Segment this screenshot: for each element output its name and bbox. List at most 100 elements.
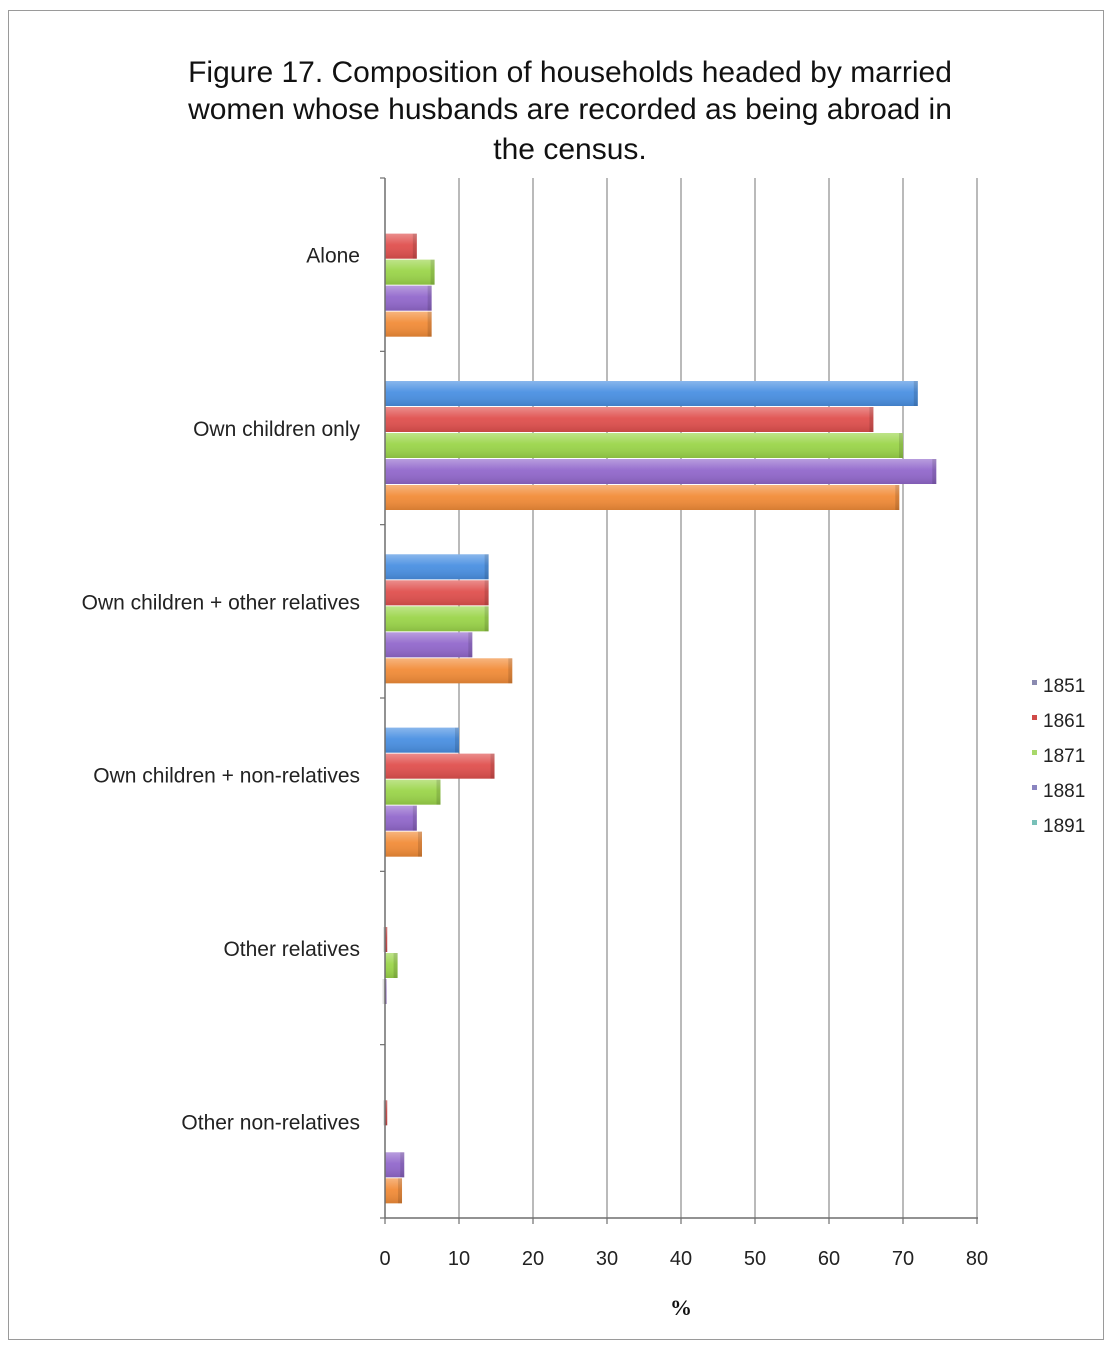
- legend-item-1891: 1891: [1032, 816, 1085, 837]
- legend-item-1861: 1861: [1032, 711, 1085, 732]
- bar-shade: [385, 459, 937, 484]
- bar-1861-3: [385, 753, 495, 779]
- legend-item-1851: 1851: [1032, 676, 1085, 697]
- category-label: Alone: [306, 245, 360, 268]
- bar-1871-4: [385, 953, 398, 978]
- legend-item-1881: 1881: [1032, 781, 1085, 802]
- x-tick-label: 0: [379, 1248, 390, 1270]
- chart-title-line: women whose husbands are recorded as bei…: [187, 93, 952, 126]
- bar-end-cap: [899, 433, 903, 458]
- bar-end-cap: [427, 285, 432, 311]
- bar-end-cap: [869, 407, 874, 432]
- x-tick-label: 80: [966, 1248, 988, 1270]
- bar-shade: [385, 285, 432, 311]
- bar-end-cap: [430, 259, 435, 285]
- bar-end-cap: [484, 580, 489, 606]
- bar-1861-1: [385, 407, 874, 432]
- bar-shade: [385, 953, 398, 978]
- legend-label: 1891: [1043, 816, 1085, 837]
- bar-1881-1: [385, 459, 937, 484]
- bar-1881-5: [385, 1152, 405, 1178]
- bar-shade: [385, 381, 918, 406]
- legend-swatch: [1032, 715, 1037, 720]
- bar-1881-0: [385, 285, 432, 311]
- bar-shade: [385, 927, 388, 952]
- bar-end-cap: [412, 233, 417, 259]
- bar-shade: [385, 805, 417, 831]
- bar-1881-2: [385, 632, 473, 658]
- category-label: Own children only: [193, 418, 360, 441]
- bar-1881-3: [385, 805, 417, 831]
- category-label: Own children + other relatives: [82, 591, 360, 614]
- chart-title-line: the census.: [493, 133, 646, 166]
- x-tick-label: 60: [818, 1248, 840, 1270]
- bar-end-cap: [932, 459, 937, 484]
- bar-end-cap: [398, 1178, 403, 1204]
- bar-1891-2: [385, 658, 513, 684]
- x-tick-label: 20: [522, 1248, 544, 1270]
- category-labels: Alone Own children only Own children + oth…: [82, 245, 361, 1135]
- bar-1851-1: [385, 381, 918, 406]
- bar-shade: [385, 1178, 403, 1204]
- bar-1891-1: [385, 485, 900, 510]
- bar-end-cap: [455, 727, 459, 753]
- bars: [382, 233, 937, 1204]
- bar-1851-2: [385, 554, 489, 580]
- category-label: Own children + non-relatives: [93, 765, 360, 788]
- bar-1871-2: [385, 606, 489, 632]
- bar-shade: [385, 433, 903, 458]
- bar-shade: [385, 831, 422, 857]
- bar-shade: [385, 407, 874, 432]
- bar-1851-3: [385, 727, 459, 753]
- x-axis-label-group: %: [670, 1295, 692, 1320]
- bar-shade: [385, 632, 473, 658]
- legend-item-1871: 1871: [1032, 746, 1085, 767]
- x-tick-label: 40: [670, 1248, 692, 1270]
- bar-end-cap: [412, 805, 417, 831]
- bar-end-cap: [484, 606, 489, 632]
- bar-1871-1: [385, 433, 903, 458]
- bar-end-cap: [508, 658, 513, 684]
- category-label: Other relatives: [223, 938, 360, 961]
- bar-1871-3: [385, 779, 441, 805]
- bar-shade: [385, 311, 432, 337]
- chart-title-line: Figure 17. Composition of households hea…: [188, 56, 952, 89]
- bar-end-cap: [427, 311, 432, 337]
- x-tick-labels: 0 10 20 30 40 50 60 70 80: [379, 1248, 988, 1270]
- bar-1891-0: [385, 311, 432, 337]
- legend-label: 1861: [1043, 711, 1085, 732]
- gridlines: [458, 178, 978, 1218]
- bar-shade: [385, 259, 435, 285]
- bar-shade: [385, 1100, 388, 1126]
- legend-label: 1881: [1043, 781, 1085, 802]
- bar-1891-5: [385, 1178, 403, 1204]
- legend-label: 1851: [1043, 676, 1085, 697]
- x-tick-label: 70: [892, 1248, 914, 1270]
- bar-shade: [385, 779, 441, 805]
- bar-end-cap: [468, 632, 473, 658]
- legend-swatch: [1032, 820, 1037, 825]
- bar-shade: [385, 658, 513, 684]
- bar-end-cap: [418, 831, 422, 857]
- chart-title: Figure 17. Composition of households hea…: [187, 56, 952, 166]
- category-label: Other non-relatives: [181, 1111, 360, 1134]
- chart-frame: [8, 10, 1104, 1340]
- bar-end-cap: [913, 381, 918, 406]
- bar-end-cap: [393, 953, 398, 978]
- bar-1871-0: [385, 259, 435, 285]
- axes: [380, 177, 978, 1224]
- bar-end-cap: [400, 1152, 405, 1178]
- legend-swatch: [1032, 785, 1037, 790]
- bar-shade: [385, 1152, 405, 1178]
- x-axis-label: %: [670, 1295, 692, 1320]
- bar-end-cap: [895, 485, 900, 510]
- bar-shade: [385, 606, 489, 632]
- bar-shade: [385, 727, 459, 753]
- x-tick-label: 30: [596, 1248, 618, 1270]
- bar-end-cap: [490, 753, 495, 779]
- bar-end-cap: [436, 779, 441, 805]
- x-tick-label: 10: [448, 1248, 470, 1270]
- bar-shade: [385, 233, 417, 259]
- x-tick-label: 50: [744, 1248, 766, 1270]
